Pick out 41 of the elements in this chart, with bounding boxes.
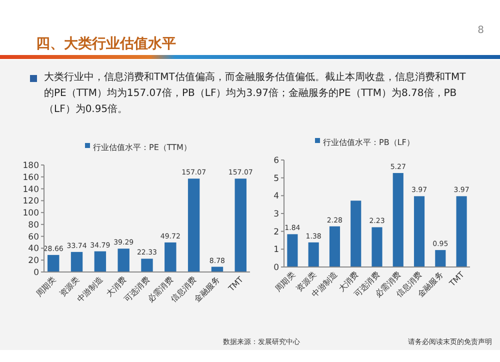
y-tick-label: 4 — [274, 192, 279, 202]
y-tick-label: 2 — [274, 227, 279, 238]
y-tick-label: 0 — [34, 268, 39, 278]
y-tick-label: 5 — [274, 174, 279, 184]
y-tick-label: 160 — [22, 172, 39, 183]
y-tick-label: 120 — [22, 196, 39, 207]
bar — [164, 242, 176, 272]
bar — [372, 227, 382, 267]
y-tick-label: 100 — [22, 208, 39, 219]
bar — [456, 196, 467, 267]
y-tick-label: 1 — [274, 245, 279, 256]
chart-subtitle: 大类行业中，信息消费和TMT估值偏高，而金融服务估值偏低。截止本周收盘，信息消费和TMT的PE（TTM）均为157.07倍，PB（LF）均为3.97倍；金融服务的PE（TTM）为8.78倍，PB（LF）为0.95倍。 — [44, 70, 467, 117]
bar — [94, 251, 106, 272]
bar — [414, 196, 425, 267]
text: 8 — [478, 25, 484, 36]
y-tick-label: 6 — [274, 156, 279, 166]
bar — [329, 226, 340, 267]
x-tick-label: 周期类 — [274, 270, 297, 294]
y-tick-label: 180 — [22, 160, 39, 171]
bar — [287, 234, 298, 267]
chart-title: 四、大类行业估值水平 — [36, 36, 176, 52]
bar — [234, 178, 246, 272]
y-tick-label: 20 — [28, 256, 39, 266]
bar — [48, 254, 60, 272]
legend-label: 行业估值水平：PE（TTM） — [93, 142, 192, 152]
y-tick-label: 140 — [22, 184, 39, 195]
legend-label: 行业估值水平：PB（LF） — [323, 138, 414, 147]
y-tick-label: 0 — [274, 262, 279, 273]
y-tick-label: 60 — [28, 232, 39, 242]
y-tick-label: 80 — [28, 220, 39, 230]
bar — [141, 258, 153, 272]
bar — [435, 250, 446, 267]
y-tick-label: 3 — [274, 209, 279, 220]
bar — [188, 178, 200, 272]
bar — [118, 248, 130, 272]
bar — [70, 252, 83, 272]
bar — [392, 173, 404, 267]
x-tick-label: 周期类 — [34, 275, 58, 298]
bar — [308, 242, 319, 267]
bar — [350, 200, 362, 267]
y-tick-label: 40 — [28, 244, 39, 254]
